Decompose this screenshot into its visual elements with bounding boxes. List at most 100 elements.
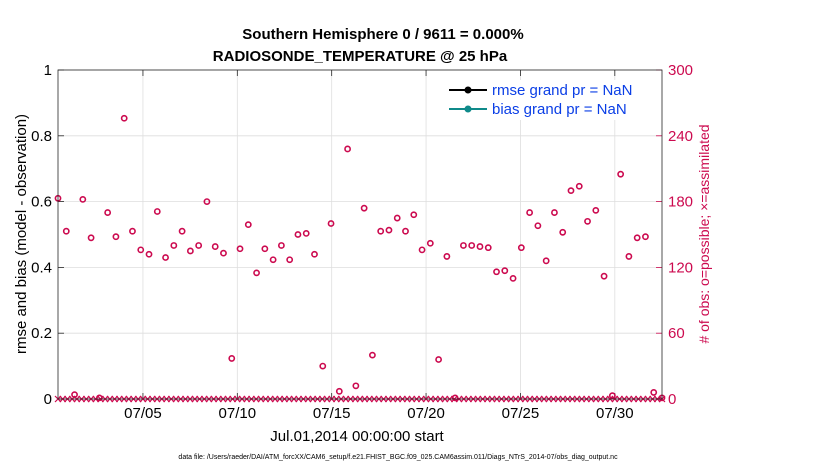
possible-point [236,245,244,253]
possible-point [178,227,186,235]
y-right-tick-label: 240 [668,128,693,145]
y-left-tick-label: 0 [44,391,52,408]
possible-point [418,246,426,254]
possible-point [402,227,409,235]
possible-point [493,268,500,276]
legend-bias-marker [464,105,472,113]
possible-point [104,209,112,216]
possible-point [203,198,211,205]
possible-point [460,242,467,249]
possible-point [335,387,343,395]
y-right-tick-label: 60 [668,325,685,342]
x-axis-label: Jul.01,2014 00:00:00 start [270,428,444,445]
possible-point [617,170,625,178]
y-left-tick-label: 0.8 [31,128,52,145]
possible-point [220,249,227,257]
possible-point [62,227,70,235]
possible-point [369,351,376,359]
possible-point [633,234,641,242]
possible-point [244,221,252,229]
possible-point [584,217,591,225]
possible-point [559,228,567,236]
legend-box [446,80,642,120]
x-tick-label: 07/05 [124,405,162,422]
possible-point [112,233,120,241]
legend: rmse grand pr = NaN bias grand pr = NaN [446,80,642,120]
possible-point [567,187,575,195]
y-right-tick-label: 180 [668,194,693,211]
possible-point [71,391,78,399]
possible-point [327,220,335,227]
y-right-tick-label: 0 [668,391,676,408]
possible-point [377,227,385,235]
possible-point [120,114,128,122]
y-right-tick-label: 120 [668,259,693,276]
possible-point [170,242,178,249]
possible-point [137,246,145,254]
y-axis-right-label: # of obs: o=possible; ×=assimilated [696,124,712,343]
chart-title-line1: Southern Hemisphere 0 / 9611 = 0.000% [242,26,523,43]
legend-bias-label: bias grand pr = NaN [492,101,627,118]
possible-point [385,226,393,234]
possible-point [319,362,327,370]
possible-point [352,382,360,390]
possible-point [501,267,509,275]
possible-point [476,243,484,250]
possible-point [393,214,401,222]
possible-point [551,209,558,216]
possible-point [87,234,95,242]
possible-point [575,182,583,190]
possible-point [277,242,285,249]
possible-point [592,206,600,214]
possible-point [517,244,525,252]
y-left-tick-label: 0.2 [31,325,52,342]
possible-point [186,247,194,255]
x-tick-label: 07/30 [596,405,634,422]
possible-point [625,253,633,260]
possible-point [360,204,368,212]
possible-point [468,242,476,249]
x-tick-label: 07/25 [502,405,540,422]
plot-frame [57,69,663,400]
possible-point [534,222,542,230]
legend-rmse-marker [464,86,472,94]
x-tick-label: 07/15 [313,405,351,422]
possible-point [302,230,310,237]
possible-point [211,243,219,250]
possible-point [261,245,269,253]
y-left-tick-label: 0.4 [31,259,52,276]
possible-point [95,394,103,402]
possible-point [79,196,87,203]
chart-title-line2: RADIOSONDE_TEMPERATURE @ 25 hPa [213,48,508,65]
possible-point [650,389,658,396]
possible-point [542,257,550,265]
possible-point [484,244,492,252]
possible-point [426,239,434,247]
possible-point [509,274,517,282]
possible-point [195,242,203,249]
possible-point [526,209,534,216]
possible-point [269,256,277,264]
possible-point [410,211,418,219]
x-tick-label: 07/10 [219,405,257,422]
x-tick-label: 07/20 [407,405,445,422]
possible-point [443,253,451,260]
possible-point [153,208,161,215]
possible-point [600,272,608,280]
possible-point [435,356,443,363]
possible-point [608,392,616,400]
possible-point [344,145,351,153]
y-right-ticks: 0 60 120 180 240 300 [656,62,693,408]
y-left-ticks: 0 0.2 0.4 0.6 0.8 1 [31,62,64,408]
possible-point [162,254,169,261]
y-left-tick-label: 1 [44,62,52,79]
possible-point [451,394,459,402]
y-left-tick-label: 0.6 [31,194,52,211]
possible-point [145,250,153,258]
legend-rmse-label: rmse grand pr = NaN [492,82,632,99]
y-right-tick-label: 300 [668,62,693,79]
possible-point [311,250,318,258]
possible-point [129,227,136,235]
possible-point [294,231,302,238]
